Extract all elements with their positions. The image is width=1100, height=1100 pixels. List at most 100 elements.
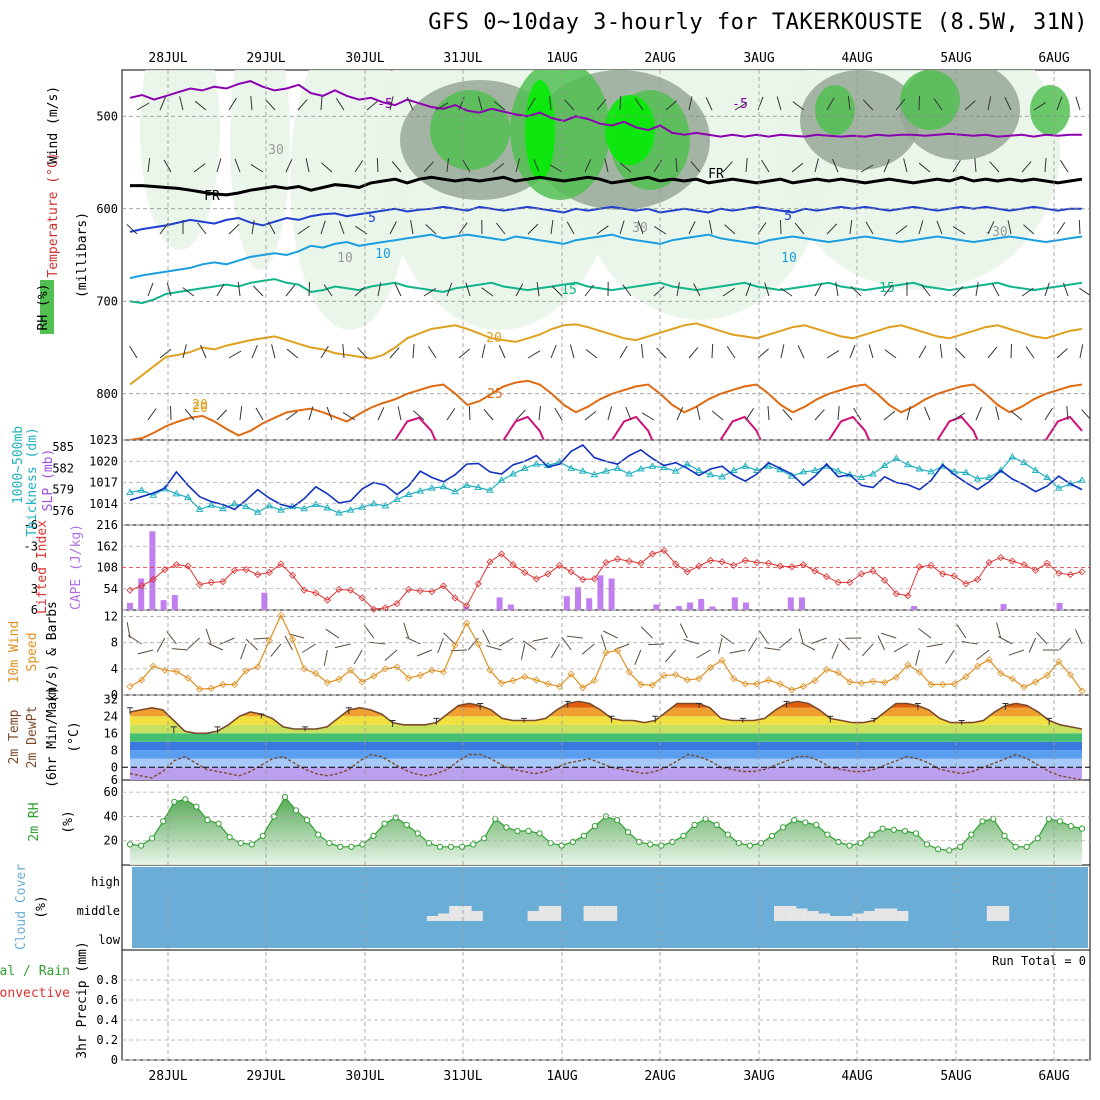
- wind-barb: [458, 222, 468, 235]
- precip-total-label: Total / Rain: [0, 964, 70, 979]
- surface-wind-barb: [640, 626, 653, 639]
- wind-barb: [924, 406, 931, 421]
- wind-barb: [394, 283, 402, 297]
- thickness-point: [277, 506, 285, 513]
- wind-barb: [234, 158, 241, 173]
- cape-bar: [127, 602, 133, 610]
- wind-barb: [255, 407, 264, 421]
- wind-speed-point: [706, 663, 715, 672]
- rh-shading: [1030, 85, 1070, 135]
- surface-wind-barb: [499, 637, 514, 647]
- thickness-point: [694, 466, 703, 473]
- thickness-point: [660, 463, 668, 471]
- rh-area: [130, 797, 1082, 865]
- thickness-point: [126, 488, 134, 495]
- temp-band: [130, 741, 1082, 751]
- wind-barb: [285, 411, 298, 421]
- li-tick-label: 6: [31, 603, 38, 617]
- wind-speed-point: [614, 646, 622, 655]
- lifted-index-point: [288, 571, 297, 579]
- thickness-point: [172, 489, 181, 497]
- wind-speed-point: [869, 677, 877, 685]
- wind-barb: [936, 220, 943, 235]
- thickness-point: [636, 465, 645, 472]
- cloud-middle-bar: [874, 908, 886, 921]
- thickness-point: [996, 466, 1005, 473]
- lifted-index-point: [312, 589, 320, 597]
- cape-bar: [597, 575, 604, 610]
- isotherm-25: [129, 379, 1083, 440]
- temp-minmax-axis-label: (6hr Min/Max): [45, 686, 60, 788]
- wind-speed-point: [451, 641, 459, 649]
- temp-band: [130, 767, 1082, 780]
- thickness-point: [648, 462, 657, 469]
- wind-barb: [975, 282, 979, 297]
- wind-barb: [197, 222, 207, 235]
- cloud-middle-bar: [852, 913, 864, 921]
- wind-speed-point: [126, 682, 134, 691]
- lifted-index-point: [416, 587, 424, 595]
- wind-speed-point: [567, 670, 575, 678]
- date-label-bottom: 29JUL: [246, 1069, 285, 1084]
- wind-barb: [237, 282, 241, 297]
- wind-barb: [1075, 96, 1081, 111]
- lifted-index-point: [625, 557, 633, 565]
- lifted-index-point: [439, 582, 448, 590]
- wind-barb: [159, 348, 172, 359]
- rh-point: [1078, 825, 1086, 832]
- rh-point: [680, 832, 687, 840]
- surface-wind-barb: [747, 637, 758, 652]
- wind-barb: [745, 282, 752, 297]
- thickness-point: [683, 460, 692, 467]
- wind-barb: [688, 346, 699, 359]
- rh-point: [1067, 823, 1075, 830]
- wind-barb: [696, 406, 701, 421]
- wind-barb: [987, 96, 992, 111]
- wind-barb: [883, 410, 896, 421]
- wind-barb: [952, 285, 964, 297]
- temp2m-axis-label: 2m Temp: [7, 709, 22, 764]
- wind-barb: [412, 343, 415, 359]
- wind-barb: [126, 223, 138, 235]
- thickness-point: [195, 505, 204, 512]
- thickness-point: [973, 474, 982, 482]
- rh-point: [802, 819, 809, 826]
- wind-barb: [179, 96, 184, 111]
- rh-point: [304, 817, 311, 824]
- wind-barb: [354, 160, 364, 173]
- cape-bar: [261, 592, 268, 610]
- rh-shading: [230, 70, 290, 270]
- wind-barb: [136, 102, 150, 111]
- surface-wind-barb: [284, 635, 293, 651]
- date-label-bottom: 5AUG: [940, 1069, 971, 1084]
- rh-point: [248, 841, 255, 848]
- surface-wind-barb: [758, 630, 769, 645]
- wind-speed-point: [497, 679, 506, 687]
- wind-barb: [1059, 160, 1069, 173]
- wind-barb: [726, 346, 736, 359]
- surface-wind-barb: [1035, 631, 1048, 645]
- rh-point: [935, 846, 942, 853]
- wind-barb: [849, 220, 853, 235]
- cape-bar: [496, 597, 503, 610]
- lifted-index-point: [509, 561, 517, 569]
- temp-unit-label: (°C): [67, 721, 82, 752]
- wind-barb: [764, 282, 770, 297]
- lifted-index-point: [892, 590, 900, 598]
- isotherm--5: [129, 80, 1082, 138]
- wind-barb: [305, 158, 310, 173]
- rh-point: [625, 829, 632, 836]
- thickness-point: [358, 503, 367, 510]
- wind-barb: [722, 161, 733, 173]
- lifted-index-point: [242, 566, 250, 574]
- wind-barb: [906, 406, 911, 421]
- wind-speed-point: [196, 685, 204, 693]
- cape-bar: [653, 604, 660, 610]
- thickness-point: [1020, 458, 1028, 466]
- wind-speed-point: [997, 669, 1005, 677]
- surface-wind-barb: [270, 643, 282, 657]
- text-layer: 28JUL 28JUL 29JUL 29JUL 30JUL 30JUL 31JUL 31JUL…: [0, 51, 1086, 1084]
- thickness-point: [741, 462, 750, 469]
- wind-barb: [903, 158, 908, 173]
- cloud-middle-bar: [986, 906, 998, 921]
